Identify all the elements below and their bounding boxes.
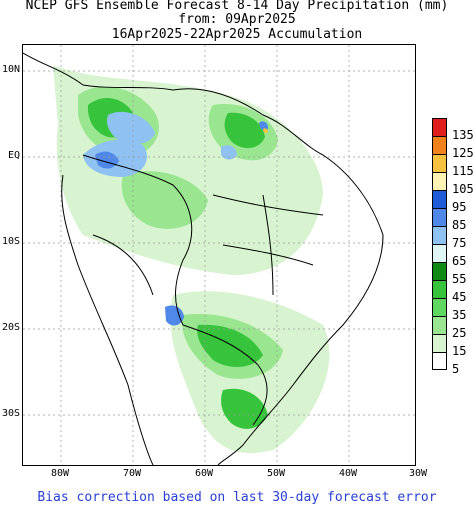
border-andes xyxy=(92,234,154,296)
precipitation-map xyxy=(22,44,416,466)
lon-label-80w: 80W xyxy=(50,468,70,479)
legend-label: 35 xyxy=(452,308,467,322)
bias-correction-note: Bias correction based on last 30-day for… xyxy=(37,490,437,505)
legend-swatch xyxy=(432,262,447,280)
border-brazil-south xyxy=(182,324,268,426)
lat-label-eq: EQ xyxy=(7,150,20,161)
legend-label: 125 xyxy=(452,146,474,160)
border-states-3 xyxy=(262,194,274,296)
map-title-line3: 16Apr2025-22Apr2025 Accumulation xyxy=(111,27,363,42)
legend-swatch xyxy=(432,280,447,298)
very-heavy-precip-north xyxy=(221,145,237,160)
legend-label: 115 xyxy=(452,164,474,178)
lat-label-20s: 20S xyxy=(1,322,20,333)
legend-label: 85 xyxy=(452,218,467,232)
extreme-precip-coast xyxy=(259,121,269,131)
heavy-precip-south xyxy=(197,324,263,367)
legend-swatch xyxy=(432,172,447,190)
legend-swatch xyxy=(432,316,447,334)
legend-swatch xyxy=(432,190,447,208)
border-brazil-west xyxy=(82,154,193,326)
lat-label-10s: 10S xyxy=(1,236,20,247)
map-title-line1: NCEP GFS Ensemble Forecast 8-14 Day Prec… xyxy=(25,0,449,13)
lon-label-60w: 60W xyxy=(194,468,214,479)
legend-swatch xyxy=(432,334,447,352)
moderate-precip-central xyxy=(121,171,208,229)
legend-label: 25 xyxy=(452,326,467,340)
legend-label: 135 xyxy=(452,128,474,142)
legend-swatch xyxy=(432,244,447,262)
legend-swatch xyxy=(432,154,447,172)
border-states-2 xyxy=(222,244,314,266)
legend-swatch xyxy=(432,136,447,154)
south-america-coastline xyxy=(23,52,384,465)
heavy-precip-north-coast xyxy=(224,112,265,149)
peak-precip-coast xyxy=(263,128,268,134)
lat-label-30s: 30S xyxy=(1,408,20,419)
legend-label: 45 xyxy=(452,290,467,304)
very-heavy-precip-amazon xyxy=(107,111,155,145)
legend-label: 105 xyxy=(452,182,474,196)
border-states-1 xyxy=(212,194,324,216)
color-legend xyxy=(432,118,447,370)
legend-swatch xyxy=(432,118,447,136)
legend-swatch xyxy=(432,352,447,370)
lon-label-30w: 30W xyxy=(408,468,428,479)
map-canvas xyxy=(23,45,415,465)
legend-label: 65 xyxy=(452,254,467,268)
lon-label-70w: 70W xyxy=(122,468,142,479)
legend-label: 95 xyxy=(452,200,467,214)
heavy-precip-southeast xyxy=(221,388,268,429)
map-title-line2: from: 09Apr2025 xyxy=(178,12,296,27)
coastlines xyxy=(23,52,384,465)
legend-label: 75 xyxy=(452,236,467,250)
gridlines xyxy=(23,45,415,465)
legend-label: 5 xyxy=(452,362,460,376)
legend-label: 55 xyxy=(452,272,467,286)
legend-swatch xyxy=(432,226,447,244)
lat-label-10n: 10N xyxy=(1,64,20,75)
precip-fields xyxy=(53,65,330,454)
legend-label: 15 xyxy=(452,344,467,358)
lon-label-50w: 50W xyxy=(266,468,286,479)
legend-swatch xyxy=(432,208,447,226)
lon-label-40w: 40W xyxy=(338,468,358,479)
west-coast xyxy=(61,174,154,465)
legend-swatch xyxy=(432,298,447,316)
very-heavy-precip-south xyxy=(165,305,184,326)
